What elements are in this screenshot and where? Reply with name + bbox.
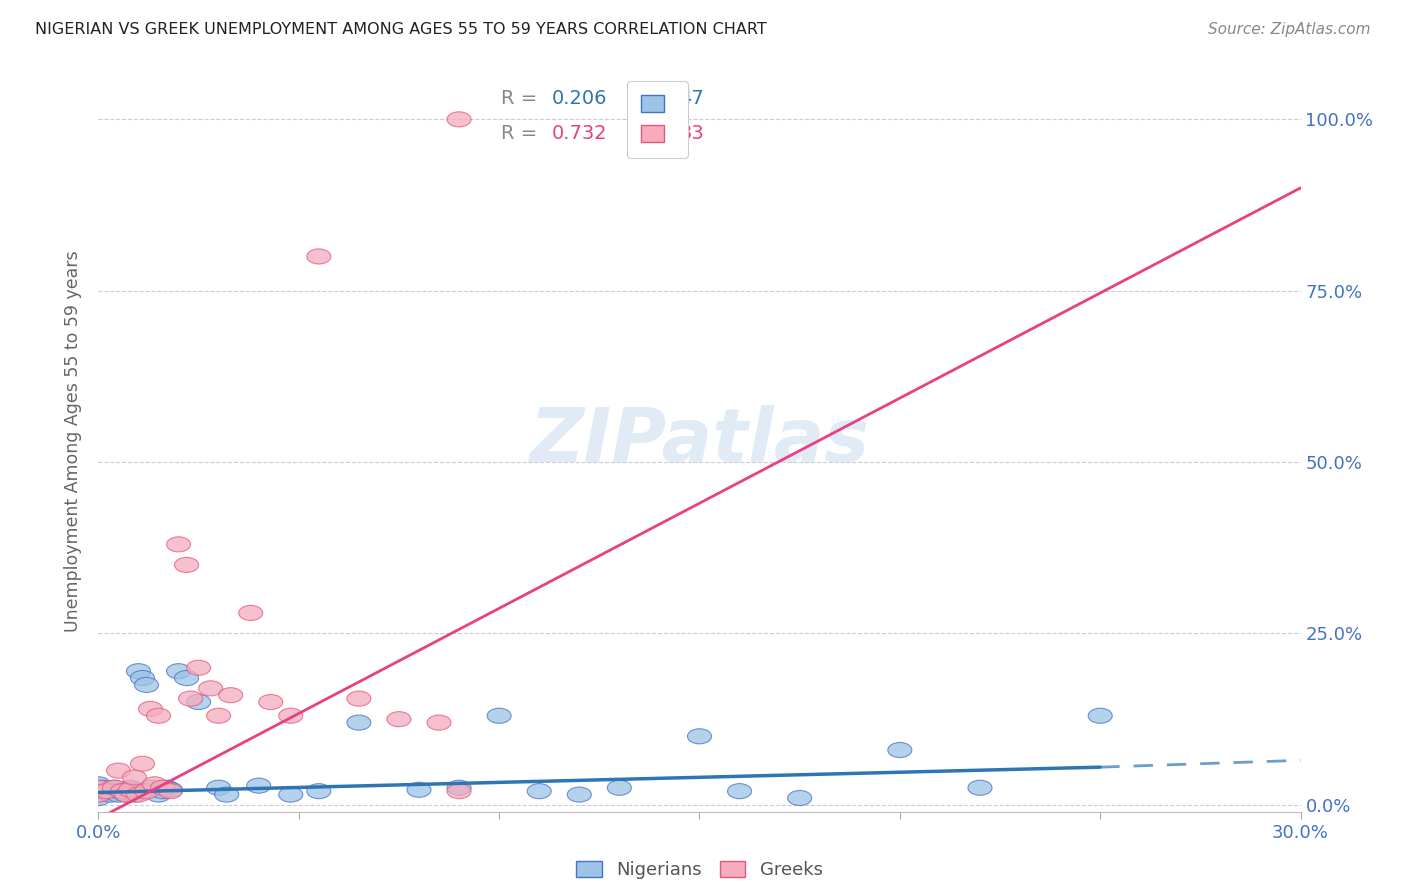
Ellipse shape bbox=[86, 790, 111, 805]
Ellipse shape bbox=[94, 783, 118, 798]
Ellipse shape bbox=[406, 782, 432, 797]
Ellipse shape bbox=[215, 787, 239, 802]
Ellipse shape bbox=[347, 715, 371, 731]
Ellipse shape bbox=[347, 691, 371, 706]
Ellipse shape bbox=[187, 695, 211, 709]
Ellipse shape bbox=[159, 783, 183, 798]
Ellipse shape bbox=[107, 783, 131, 798]
Ellipse shape bbox=[567, 787, 592, 802]
Ellipse shape bbox=[239, 606, 263, 621]
Ellipse shape bbox=[727, 783, 752, 798]
Ellipse shape bbox=[135, 677, 159, 692]
Ellipse shape bbox=[159, 782, 183, 797]
Ellipse shape bbox=[179, 691, 202, 706]
Ellipse shape bbox=[307, 783, 330, 798]
Ellipse shape bbox=[103, 780, 127, 796]
Ellipse shape bbox=[86, 777, 111, 792]
Ellipse shape bbox=[107, 763, 131, 778]
Ellipse shape bbox=[607, 780, 631, 796]
Ellipse shape bbox=[187, 660, 211, 675]
Ellipse shape bbox=[103, 780, 127, 796]
Text: 47: 47 bbox=[679, 88, 704, 108]
Ellipse shape bbox=[174, 558, 198, 573]
Ellipse shape bbox=[1088, 708, 1112, 723]
Ellipse shape bbox=[118, 780, 142, 796]
Text: 0.732: 0.732 bbox=[551, 124, 607, 143]
Ellipse shape bbox=[86, 780, 111, 796]
Ellipse shape bbox=[98, 787, 122, 802]
Text: N =: N = bbox=[616, 124, 671, 143]
Ellipse shape bbox=[94, 783, 118, 798]
Ellipse shape bbox=[447, 783, 471, 798]
Ellipse shape bbox=[527, 783, 551, 798]
Ellipse shape bbox=[118, 783, 142, 798]
Ellipse shape bbox=[967, 780, 993, 796]
Ellipse shape bbox=[107, 787, 131, 802]
Ellipse shape bbox=[86, 787, 111, 802]
Ellipse shape bbox=[122, 787, 146, 802]
Ellipse shape bbox=[307, 249, 330, 264]
Ellipse shape bbox=[111, 783, 135, 798]
Legend: Nigerians, Greeks: Nigerians, Greeks bbox=[568, 852, 831, 888]
Ellipse shape bbox=[259, 695, 283, 709]
Ellipse shape bbox=[166, 664, 191, 679]
Ellipse shape bbox=[118, 782, 142, 797]
Ellipse shape bbox=[114, 787, 139, 802]
Ellipse shape bbox=[278, 708, 302, 723]
Ellipse shape bbox=[127, 664, 150, 679]
Ellipse shape bbox=[90, 780, 114, 796]
Ellipse shape bbox=[150, 780, 174, 796]
Ellipse shape bbox=[688, 729, 711, 744]
Y-axis label: Unemployment Among Ages 55 to 59 years: Unemployment Among Ages 55 to 59 years bbox=[65, 251, 83, 632]
Text: ZIPatlas: ZIPatlas bbox=[530, 405, 869, 478]
Ellipse shape bbox=[127, 787, 150, 802]
Ellipse shape bbox=[887, 742, 912, 757]
Text: 0.206: 0.206 bbox=[551, 88, 607, 108]
Ellipse shape bbox=[114, 787, 139, 802]
Ellipse shape bbox=[142, 777, 166, 792]
Ellipse shape bbox=[122, 770, 146, 785]
Ellipse shape bbox=[387, 712, 411, 727]
Ellipse shape bbox=[150, 783, 174, 798]
Ellipse shape bbox=[427, 715, 451, 731]
Ellipse shape bbox=[131, 671, 155, 686]
Ellipse shape bbox=[86, 783, 111, 798]
Ellipse shape bbox=[486, 708, 512, 723]
Ellipse shape bbox=[139, 780, 163, 796]
Ellipse shape bbox=[86, 780, 111, 796]
Ellipse shape bbox=[86, 787, 111, 802]
Ellipse shape bbox=[146, 708, 170, 723]
Ellipse shape bbox=[447, 780, 471, 796]
Ellipse shape bbox=[131, 756, 155, 772]
Ellipse shape bbox=[787, 790, 811, 805]
Ellipse shape bbox=[127, 783, 150, 798]
Ellipse shape bbox=[219, 688, 243, 703]
Text: 33: 33 bbox=[679, 124, 704, 143]
Ellipse shape bbox=[198, 681, 222, 696]
Ellipse shape bbox=[207, 780, 231, 796]
Text: NIGERIAN VS GREEK UNEMPLOYMENT AMONG AGES 55 TO 59 YEARS CORRELATION CHART: NIGERIAN VS GREEK UNEMPLOYMENT AMONG AGE… bbox=[35, 22, 766, 37]
Text: R =: R = bbox=[501, 88, 544, 108]
Text: N =: N = bbox=[616, 88, 671, 108]
Text: Source: ZipAtlas.com: Source: ZipAtlas.com bbox=[1208, 22, 1371, 37]
Ellipse shape bbox=[207, 708, 231, 723]
Ellipse shape bbox=[246, 778, 271, 793]
Ellipse shape bbox=[166, 537, 191, 552]
Ellipse shape bbox=[139, 701, 163, 716]
Ellipse shape bbox=[174, 671, 198, 686]
Ellipse shape bbox=[278, 787, 302, 802]
Ellipse shape bbox=[447, 112, 471, 127]
Text: R =: R = bbox=[501, 124, 544, 143]
Ellipse shape bbox=[155, 780, 179, 796]
Ellipse shape bbox=[90, 783, 114, 798]
Ellipse shape bbox=[111, 783, 135, 798]
Ellipse shape bbox=[146, 787, 170, 802]
Ellipse shape bbox=[135, 783, 159, 798]
